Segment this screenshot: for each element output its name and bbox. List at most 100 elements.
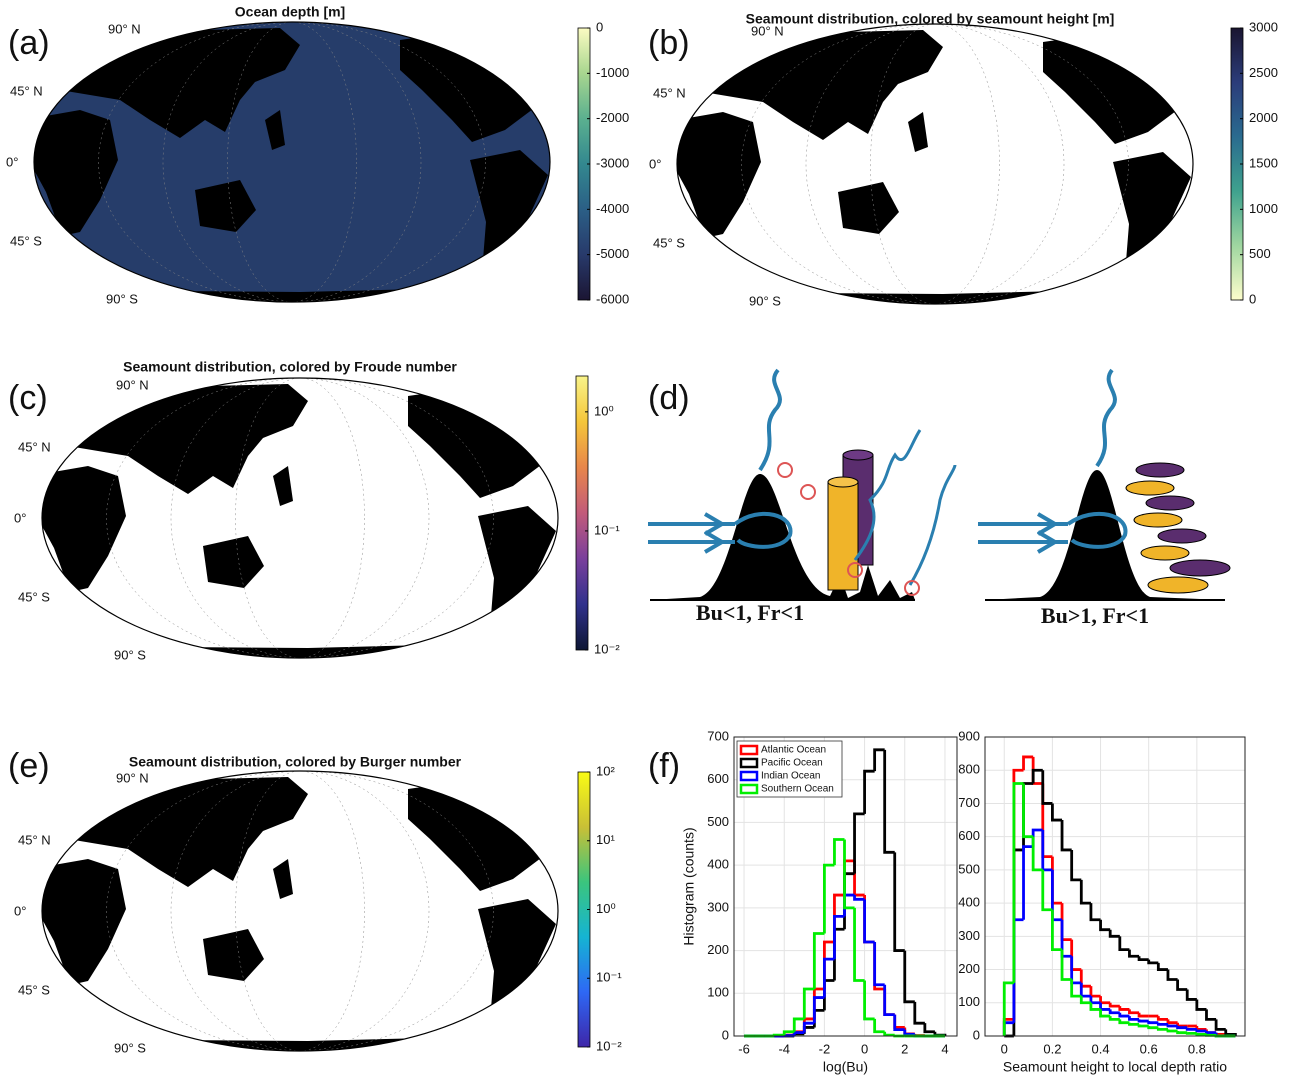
histogram-step — [1128, 949, 1140, 958]
histogram-step — [1166, 1024, 1178, 1028]
y-tick-label: 100 — [707, 985, 729, 1000]
colorbar-tick-label: 10⁻² — [596, 1038, 622, 1053]
map-title: Ocean depth [m] — [235, 4, 345, 20]
lat-label: 45° S — [18, 982, 50, 997]
histogram-step — [1176, 1026, 1188, 1030]
map: 90° N 45° N 0° 45° S 90° S — [649, 23, 1194, 308]
map: 90° N 45° N 0° 45° S 90° S — [14, 770, 559, 1055]
colorbar-tick-label: 0 — [596, 19, 603, 34]
colorbar-tick-label: 1500 — [1249, 155, 1278, 170]
y-tick-label: 100 — [958, 994, 980, 1009]
map: 90° N 45° N 0° 45° S 90° S — [6, 21, 551, 306]
histogram-step — [1022, 783, 1034, 839]
legend-swatch — [739, 757, 759, 769]
y-tick-label: 300 — [707, 899, 729, 914]
histogram-step — [913, 1001, 925, 1025]
lat-label: 45° N — [18, 832, 51, 847]
colorbar-tick-label: 0 — [1249, 291, 1256, 306]
x-tick-label: 0.4 — [1092, 1041, 1110, 1056]
histogram-step — [1195, 1029, 1207, 1033]
lat-label: 90° S — [114, 1040, 146, 1055]
colorbar-tick-label: 2000 — [1249, 110, 1278, 125]
histogram-step — [1147, 1021, 1159, 1025]
plot-area — [985, 737, 1245, 1036]
histogram-step — [1156, 962, 1168, 971]
histogram-step — [853, 812, 865, 874]
histogram-step — [1166, 1029, 1178, 1033]
axes-frame — [984, 736, 1246, 1037]
histogram-step — [823, 863, 835, 934]
histogram-step — [1089, 1002, 1101, 1011]
histogram-step — [1118, 1006, 1130, 1011]
histogram-step — [1051, 803, 1063, 822]
histogram-step — [1099, 1009, 1111, 1018]
histogram-step — [1147, 959, 1159, 965]
map-frame — [33, 21, 551, 303]
colorbar-tick-label: 10¹ — [596, 832, 615, 847]
legend-label: Southern Ocean — [761, 784, 834, 795]
histogram-step — [1118, 1019, 1130, 1025]
y-tick-label: 200 — [958, 961, 980, 976]
x-tick-label: 0.8 — [1188, 1041, 1206, 1056]
colorbar-tick-label: -6000 — [596, 291, 629, 306]
histogram-step — [1147, 1026, 1159, 1030]
y-tick-label: 900 — [958, 728, 980, 743]
legend-label: Atlantic Ocean — [761, 745, 826, 756]
lat-label: 45° N — [653, 85, 686, 100]
regime-label: Bu<1, Fr<1 — [696, 600, 804, 625]
legend-swatch — [739, 783, 759, 795]
histogram-step — [1041, 770, 1053, 805]
colorbar-tick-label: 10⁻² — [594, 641, 620, 656]
y-tick-label: 700 — [707, 728, 729, 743]
histogram-step — [1089, 986, 1101, 998]
y-tick-label: 500 — [958, 861, 980, 876]
histogram-step — [863, 899, 875, 944]
legend-label: Pacific Ocean — [761, 758, 823, 769]
legend-label: Indian Ocean — [761, 771, 821, 782]
histogram-step — [1214, 1019, 1226, 1031]
histogram-step — [843, 839, 855, 910]
lat-label: 90° N — [116, 377, 149, 392]
histogram-step — [1012, 782, 1024, 983]
colorbar-tick-label: 1000 — [1249, 201, 1278, 216]
lat-label: 45° S — [10, 233, 42, 248]
x-tick-label: -6 — [738, 1041, 750, 1056]
histogram-step — [893, 852, 905, 952]
diagram-right — [978, 368, 1231, 601]
histogram-step — [1108, 1016, 1120, 1021]
histogram-step — [1022, 755, 1034, 771]
panel-label: (b) — [648, 24, 690, 62]
lat-label: 0° — [649, 156, 661, 171]
histogram-step — [812, 932, 825, 990]
legend-swatch — [739, 770, 759, 782]
histogram-step — [1176, 1031, 1188, 1035]
histogram-step — [1070, 979, 1082, 998]
histogram-step — [1185, 1031, 1197, 1035]
map-frame — [41, 770, 559, 1052]
histogram-step — [1079, 879, 1091, 905]
histogram-step — [1108, 1002, 1120, 1008]
histogram-step — [1128, 1009, 1140, 1015]
histogram-step — [1118, 936, 1130, 952]
x-tick-label: 0.6 — [1140, 1041, 1158, 1056]
histogram-step — [903, 950, 915, 1004]
histogram-step — [1060, 949, 1072, 981]
histogram-step — [883, 984, 895, 1017]
histogram-step — [1118, 1012, 1130, 1018]
histogram-step — [1205, 1033, 1217, 1037]
histogram-step — [903, 1029, 915, 1036]
legend-swatch — [739, 744, 759, 756]
lat-label: 0° — [14, 510, 26, 525]
y-tick-label: 800 — [958, 762, 980, 777]
panel-label: (a) — [8, 24, 50, 62]
colorbar-tick-label: 10⁻¹ — [596, 970, 622, 985]
histogram-step — [1099, 919, 1111, 932]
histogram-step — [833, 915, 845, 960]
colorbar-tick-label: 10⁰ — [594, 403, 614, 418]
x-axis-label: log(Bu) — [823, 1059, 868, 1075]
histogram-step — [782, 1030, 795, 1036]
panel-label: (f) — [648, 747, 680, 785]
legend-box — [736, 740, 843, 798]
histogram-step — [802, 987, 815, 1019]
